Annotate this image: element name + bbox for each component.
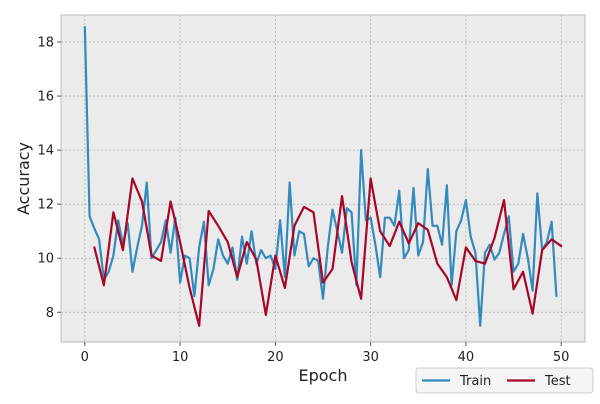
series-layer <box>83 26 563 327</box>
y-tick-label: 14 <box>37 144 54 159</box>
grid-layer <box>61 15 585 342</box>
legend-label-train: Train <box>459 374 491 389</box>
x-tick-label: 40 <box>458 350 475 365</box>
x-tick-label: 50 <box>553 350 570 365</box>
series-line-test <box>93 177 563 327</box>
y-tick-label: 16 <box>37 90 54 105</box>
legend-box <box>415 367 594 394</box>
y-axis-label: Accuracy <box>14 142 33 215</box>
legend-label-test: Test <box>544 374 571 389</box>
tick-layer: 0 10 20 30 40 50 8 10 12 14 16 18 <box>37 36 569 365</box>
y-tick-label: 8 <box>46 306 54 321</box>
y-tick-label: 12 <box>37 198 54 213</box>
y-tick-label: 18 <box>37 36 54 51</box>
x-tick-label: 10 <box>172 350 189 365</box>
legend: Train Test <box>415 367 594 394</box>
y-tick-label: 10 <box>37 252 54 267</box>
x-tick-label: 20 <box>267 350 284 365</box>
x-axis-label: Epoch <box>299 366 348 385</box>
x-tick-label: 0 <box>81 350 89 365</box>
plot-frame <box>60 14 586 343</box>
series-line-train <box>83 26 558 327</box>
x-tick-label: 30 <box>362 350 379 365</box>
